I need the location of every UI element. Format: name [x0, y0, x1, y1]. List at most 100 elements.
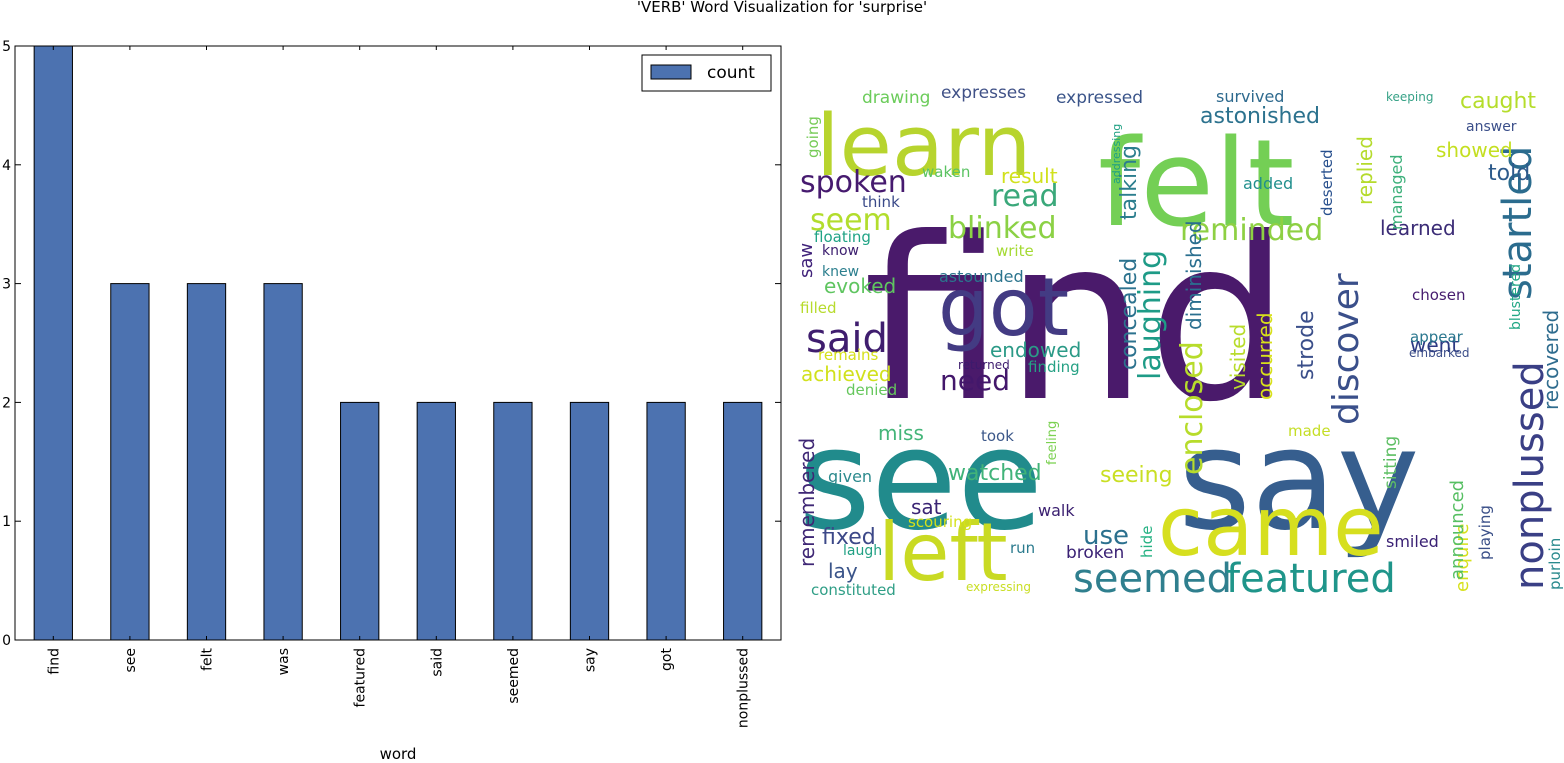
cloud-word-purloin: purloin — [1546, 538, 1563, 590]
x-tick-label-was: was — [276, 648, 292, 675]
cloud-word-know: know — [822, 243, 859, 259]
cloud-word-strode: strode — [1294, 310, 1319, 380]
x-tick-label-said: said — [429, 648, 445, 677]
cloud-word-waken: waken — [922, 163, 970, 181]
cloud-word-deserted: deserted — [1318, 149, 1336, 216]
cloud-word-discover: discover — [1326, 273, 1367, 425]
cloud-word-result: result — [1001, 164, 1058, 188]
figure-title: 'VERB' Word Visualization for 'surprise' — [636, 0, 928, 16]
x-tick-label-nonplussed: nonplussed — [736, 648, 752, 728]
cloud-word-smiled: smiled — [1386, 532, 1439, 551]
cloud-word-saw: saw — [798, 243, 817, 278]
cloud-word-watched: watched — [948, 461, 1042, 486]
cloud-word-walk: walk — [1038, 501, 1075, 520]
cloud-word-given: given — [828, 467, 872, 486]
cloud-word-lay: lay — [828, 559, 858, 583]
x-tick-label-say: say — [583, 648, 599, 672]
cloud-word-knew: knew — [822, 264, 859, 280]
cloud-word-think: think — [862, 193, 900, 211]
cloud-word-returned: returned — [958, 358, 1010, 372]
cloud-word-drawing: drawing — [862, 88, 930, 108]
x-tick-label-seemed: seemed — [506, 648, 522, 704]
cloud-word-going: going — [804, 116, 822, 158]
cloud-word-recovered: recovered — [1539, 310, 1563, 410]
cloud-word-remains: remains — [818, 346, 879, 364]
cloud-word-startled: startled — [1495, 146, 1541, 300]
cloud-word-denied: denied — [846, 381, 897, 399]
bar-felt — [186, 283, 227, 641]
x-tick-label-featured: featured — [353, 648, 369, 707]
y-tick-label: 4 — [2, 158, 11, 174]
y-tick-label: 3 — [2, 277, 11, 293]
cloud-word-find: find — [863, 190, 1290, 452]
x-tick-label-find: find — [46, 648, 62, 675]
x-tick-label-felt: felt — [200, 647, 216, 670]
y-tick-label: 2 — [2, 395, 11, 411]
cloud-word-use: use — [1083, 521, 1129, 551]
cloud-word-reminded: reminded — [1180, 213, 1323, 248]
bar-said — [416, 401, 456, 641]
bar-find — [33, 45, 73, 641]
cloud-word-learned: learned — [1380, 216, 1456, 240]
cloud-word-finding: finding — [1028, 358, 1080, 376]
cloud-word-concealed: concealed — [1117, 258, 1142, 370]
cloud-word-seem: seem — [810, 203, 892, 238]
cloud-word-expresses: expresses — [941, 83, 1026, 103]
cloud-word-managed: managed — [1387, 155, 1406, 231]
cloud-word-see: see — [798, 399, 1043, 562]
cloud-word-embarked: embarked — [1409, 346, 1470, 360]
cloud-word-left: left — [878, 506, 1008, 599]
bar-was — [263, 283, 303, 641]
cloud-word-survived: survived — [1216, 87, 1284, 106]
cloud-word-endowed: endowed — [990, 338, 1081, 362]
cloud-word-sitting: sitting — [1381, 436, 1401, 489]
cloud-word-made: made — [1288, 422, 1331, 440]
cloud-word-broken: broken — [1066, 543, 1124, 563]
cloud-word-scouring: scouring — [908, 513, 972, 531]
cloud-word-seemed: seemed — [1073, 556, 1232, 602]
cloud-word-felt: felt — [1098, 115, 1294, 254]
cloud-word-took: took — [981, 427, 1014, 445]
cloud-word-astounded: astounded — [939, 267, 1024, 286]
cloud-word-astonished: astonished — [1200, 104, 1320, 129]
cloud-word-say: say — [1178, 399, 1420, 562]
cloud-word-nonplussed: nonplussed — [1507, 361, 1553, 590]
cloud-word-visited: visited — [1226, 324, 1250, 390]
cloud-word-feeling: feeling — [1045, 421, 1060, 465]
bar-see — [110, 283, 150, 641]
x-axis-label: word — [380, 745, 417, 763]
y-tick-label: 1 — [2, 514, 11, 530]
cloud-word-remembered: remembered — [798, 438, 819, 567]
cloud-word-told: told — [1488, 161, 1530, 186]
cloud-word-blustered: blustered — [1508, 264, 1524, 330]
cloud-word-blinked: blinked — [948, 211, 1057, 246]
bar-say — [569, 401, 610, 641]
cloud-word-write: write — [996, 242, 1034, 260]
cloud-word-said: said — [806, 316, 888, 362]
bar-nonplussed — [723, 401, 763, 641]
cloud-word-replied: replied — [1353, 136, 1377, 205]
cloud-word-fixed: fixed — [822, 525, 876, 550]
y-tick-label: 0 — [2, 633, 11, 649]
cloud-word-expressed: expressed — [1056, 88, 1143, 108]
x-tick-label-see: see — [123, 648, 139, 673]
cloud-word-addressing: addressing — [1110, 124, 1123, 184]
cloud-word-got: got — [938, 261, 1069, 354]
cloud-word-went: went — [1410, 333, 1459, 357]
cloud-word-miss: miss — [878, 421, 924, 445]
cloud-word-spoken: spoken — [800, 165, 907, 200]
cloud-word-run: run — [1010, 539, 1035, 557]
cloud-word-enclosed: enclosed — [1175, 341, 1210, 475]
cloud-word-seeing: seeing — [1100, 463, 1173, 488]
cloud-word-chosen: chosen — [1412, 286, 1465, 304]
legend: count — [641, 54, 772, 92]
cloud-word-featured: featured — [1226, 556, 1396, 602]
bar-featured — [340, 401, 380, 641]
cloud-word-achieved: achieved — [801, 362, 892, 386]
cloud-word-announced: announced — [1447, 480, 1468, 580]
plot-frame — [14, 45, 782, 641]
cloud-word-enquire: enquire — [1452, 524, 1473, 592]
cloud-word-keeping: keeping — [1386, 90, 1433, 104]
cloud-word-added: added — [1243, 174, 1293, 193]
bar-seemed — [493, 401, 533, 641]
